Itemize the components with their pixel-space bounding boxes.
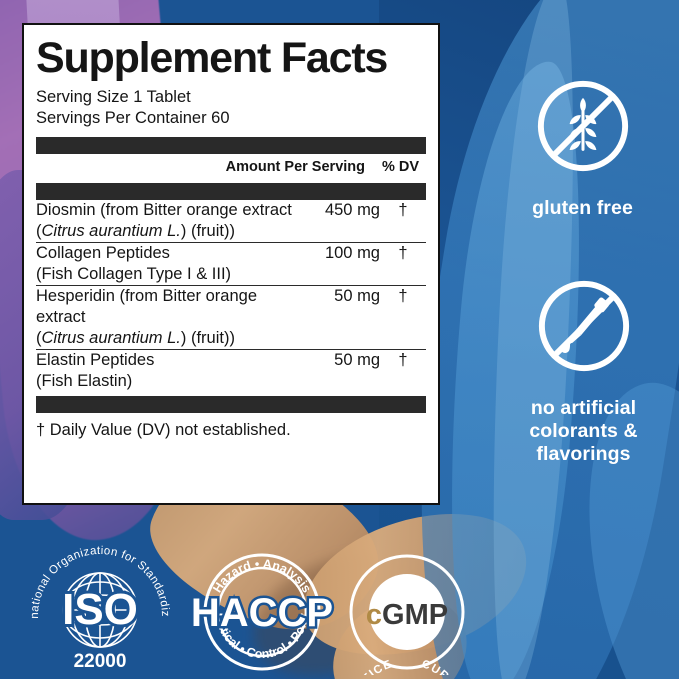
cgmp-icon: CURRENT GOOD MANUFACTURING PRACTICE cGMP: [345, 554, 468, 675]
ingredient-name: Collagen Peptides: [36, 244, 170, 262]
table-row: Diosmin (from Bitter orange extract (Cit…: [36, 200, 426, 243]
ingredient-dv: †: [398, 201, 408, 219]
ingredient-name-cell: Hesperidin (from Bitter orange extract (…: [36, 286, 294, 350]
daily-value-footnote: † Daily Value (DV) not established.: [36, 421, 291, 439]
ingredient-dv: †: [398, 351, 408, 369]
certification-iso-22000: International Organization for Standardi…: [20, 530, 180, 675]
badge-label-line-3: flavorings: [536, 443, 631, 465]
wheat-no-symbol-icon: [537, 80, 628, 172]
divider-bar-thick-top: [36, 137, 426, 154]
ingredient-name-cell: Diosmin (from Bitter orange extract (Cit…: [36, 200, 294, 243]
certification-haccp: Hazard • Analysis Critical • Control • P…: [190, 550, 335, 675]
ingredient-name: Hesperidin (from Bitter orange extract: [36, 287, 258, 326]
ingredient-source-prefix: (Fish Elastin): [36, 372, 133, 390]
svg-text:Hazard • Analysis: Hazard • Analysis: [210, 557, 314, 595]
ingredient-name: Elastin Peptides: [36, 351, 155, 369]
iso-22000-icon: International Organization for Standardi…: [20, 530, 171, 672]
ingredient-amount: 50 mg: [334, 351, 380, 369]
ingredient-source-suffix: ) (fruit)): [180, 222, 235, 240]
percent-dv-header: % DV: [382, 159, 420, 175]
amount-per-serving-header: Amount Per Serving: [225, 159, 365, 175]
ingredient-source-line: (Fish Elastin): [36, 371, 294, 392]
ingredient-source-prefix: (Fish Collagen Type I & III): [36, 265, 232, 283]
ingredient-name-cell: Elastin Peptides (Fish Elastin): [36, 350, 294, 393]
divider-bar-thick-bottom: [36, 396, 426, 413]
table-row: Elastin Peptides (Fish Elastin) 50 mg †: [36, 350, 426, 393]
cgmp-center-text: cGMP: [366, 599, 448, 631]
supplement-facts-panel: Supplement Facts Serving Size 1 Tablet S…: [22, 23, 440, 505]
haccp-icon: Hazard • Analysis Critical • Control • P…: [190, 553, 335, 671]
badge-label-line-2: colorants &: [529, 420, 638, 442]
ingredient-amount: 450 mg: [324, 201, 380, 219]
ingredient-source-suffix: ) (fruit)): [180, 329, 235, 347]
ingredient-source-line: (Citrus aurantium L.) (fruit)): [36, 221, 294, 242]
certification-cgmp: CURRENT GOOD MANUFACTURING PRACTICE cGMP: [338, 550, 476, 675]
ingredient-dv: †: [398, 244, 408, 262]
table-row: Collagen Peptides (Fish Collagen Type I …: [36, 243, 426, 286]
serving-size-text: Serving Size 1 Tablet: [36, 88, 191, 106]
ingredient-amount: 100 mg: [324, 244, 380, 262]
table-row: Hesperidin (from Bitter orange extract (…: [36, 286, 426, 350]
haccp-arc-top-text: Hazard • Analysis: [210, 557, 314, 595]
ingredient-source-line: (Citrus aurantium L.) (fruit)): [36, 328, 294, 349]
badge-no-artificial-colorants: no artificial colorants & flavorings: [486, 272, 679, 466]
iso-standard-number: 22000: [74, 651, 127, 672]
ingredient-name-cell: Collagen Peptides (Fish Collagen Type I …: [36, 243, 294, 286]
dropper-no-symbol-icon: [538, 280, 629, 372]
ingredient-latin-name: Citrus aurantium L.: [41, 329, 181, 347]
badge-gluten-free-label: gluten free: [532, 197, 633, 219]
cgmp-center-gmp: GMP: [382, 599, 448, 631]
ingredient-latin-name: Citrus aurantium L.: [41, 222, 181, 240]
iso-center-text: ISO: [62, 585, 138, 634]
ingredient-dv: †: [398, 287, 408, 305]
servings-per-container-text: Servings Per Container 60: [36, 108, 230, 127]
badge-gluten-free: gluten free: [495, 72, 670, 220]
ingredients-table: Diosmin (from Bitter orange extract (Cit…: [36, 200, 426, 392]
ingredient-source-prefix: (: [36, 329, 42, 347]
table-column-headers: Amount Per Serving % DV: [36, 154, 426, 179]
haccp-center-text: HACCP: [191, 591, 333, 635]
page-title: Supplement Facts: [36, 34, 388, 82]
ingredient-source-prefix: (: [36, 222, 42, 240]
divider-bar-thick-mid: [36, 183, 426, 200]
badge-no-artificial-colorants-label: no artificial colorants & flavorings: [486, 397, 679, 466]
ingredient-amount: 50 mg: [334, 287, 380, 305]
badge-label-line-1: no artificial: [530, 397, 637, 419]
cgmp-center-c: c: [366, 599, 382, 631]
ingredient-name: Diosmin (from Bitter orange extract: [36, 201, 292, 219]
ingredient-source-line: (Fish Collagen Type I & III): [36, 264, 294, 285]
